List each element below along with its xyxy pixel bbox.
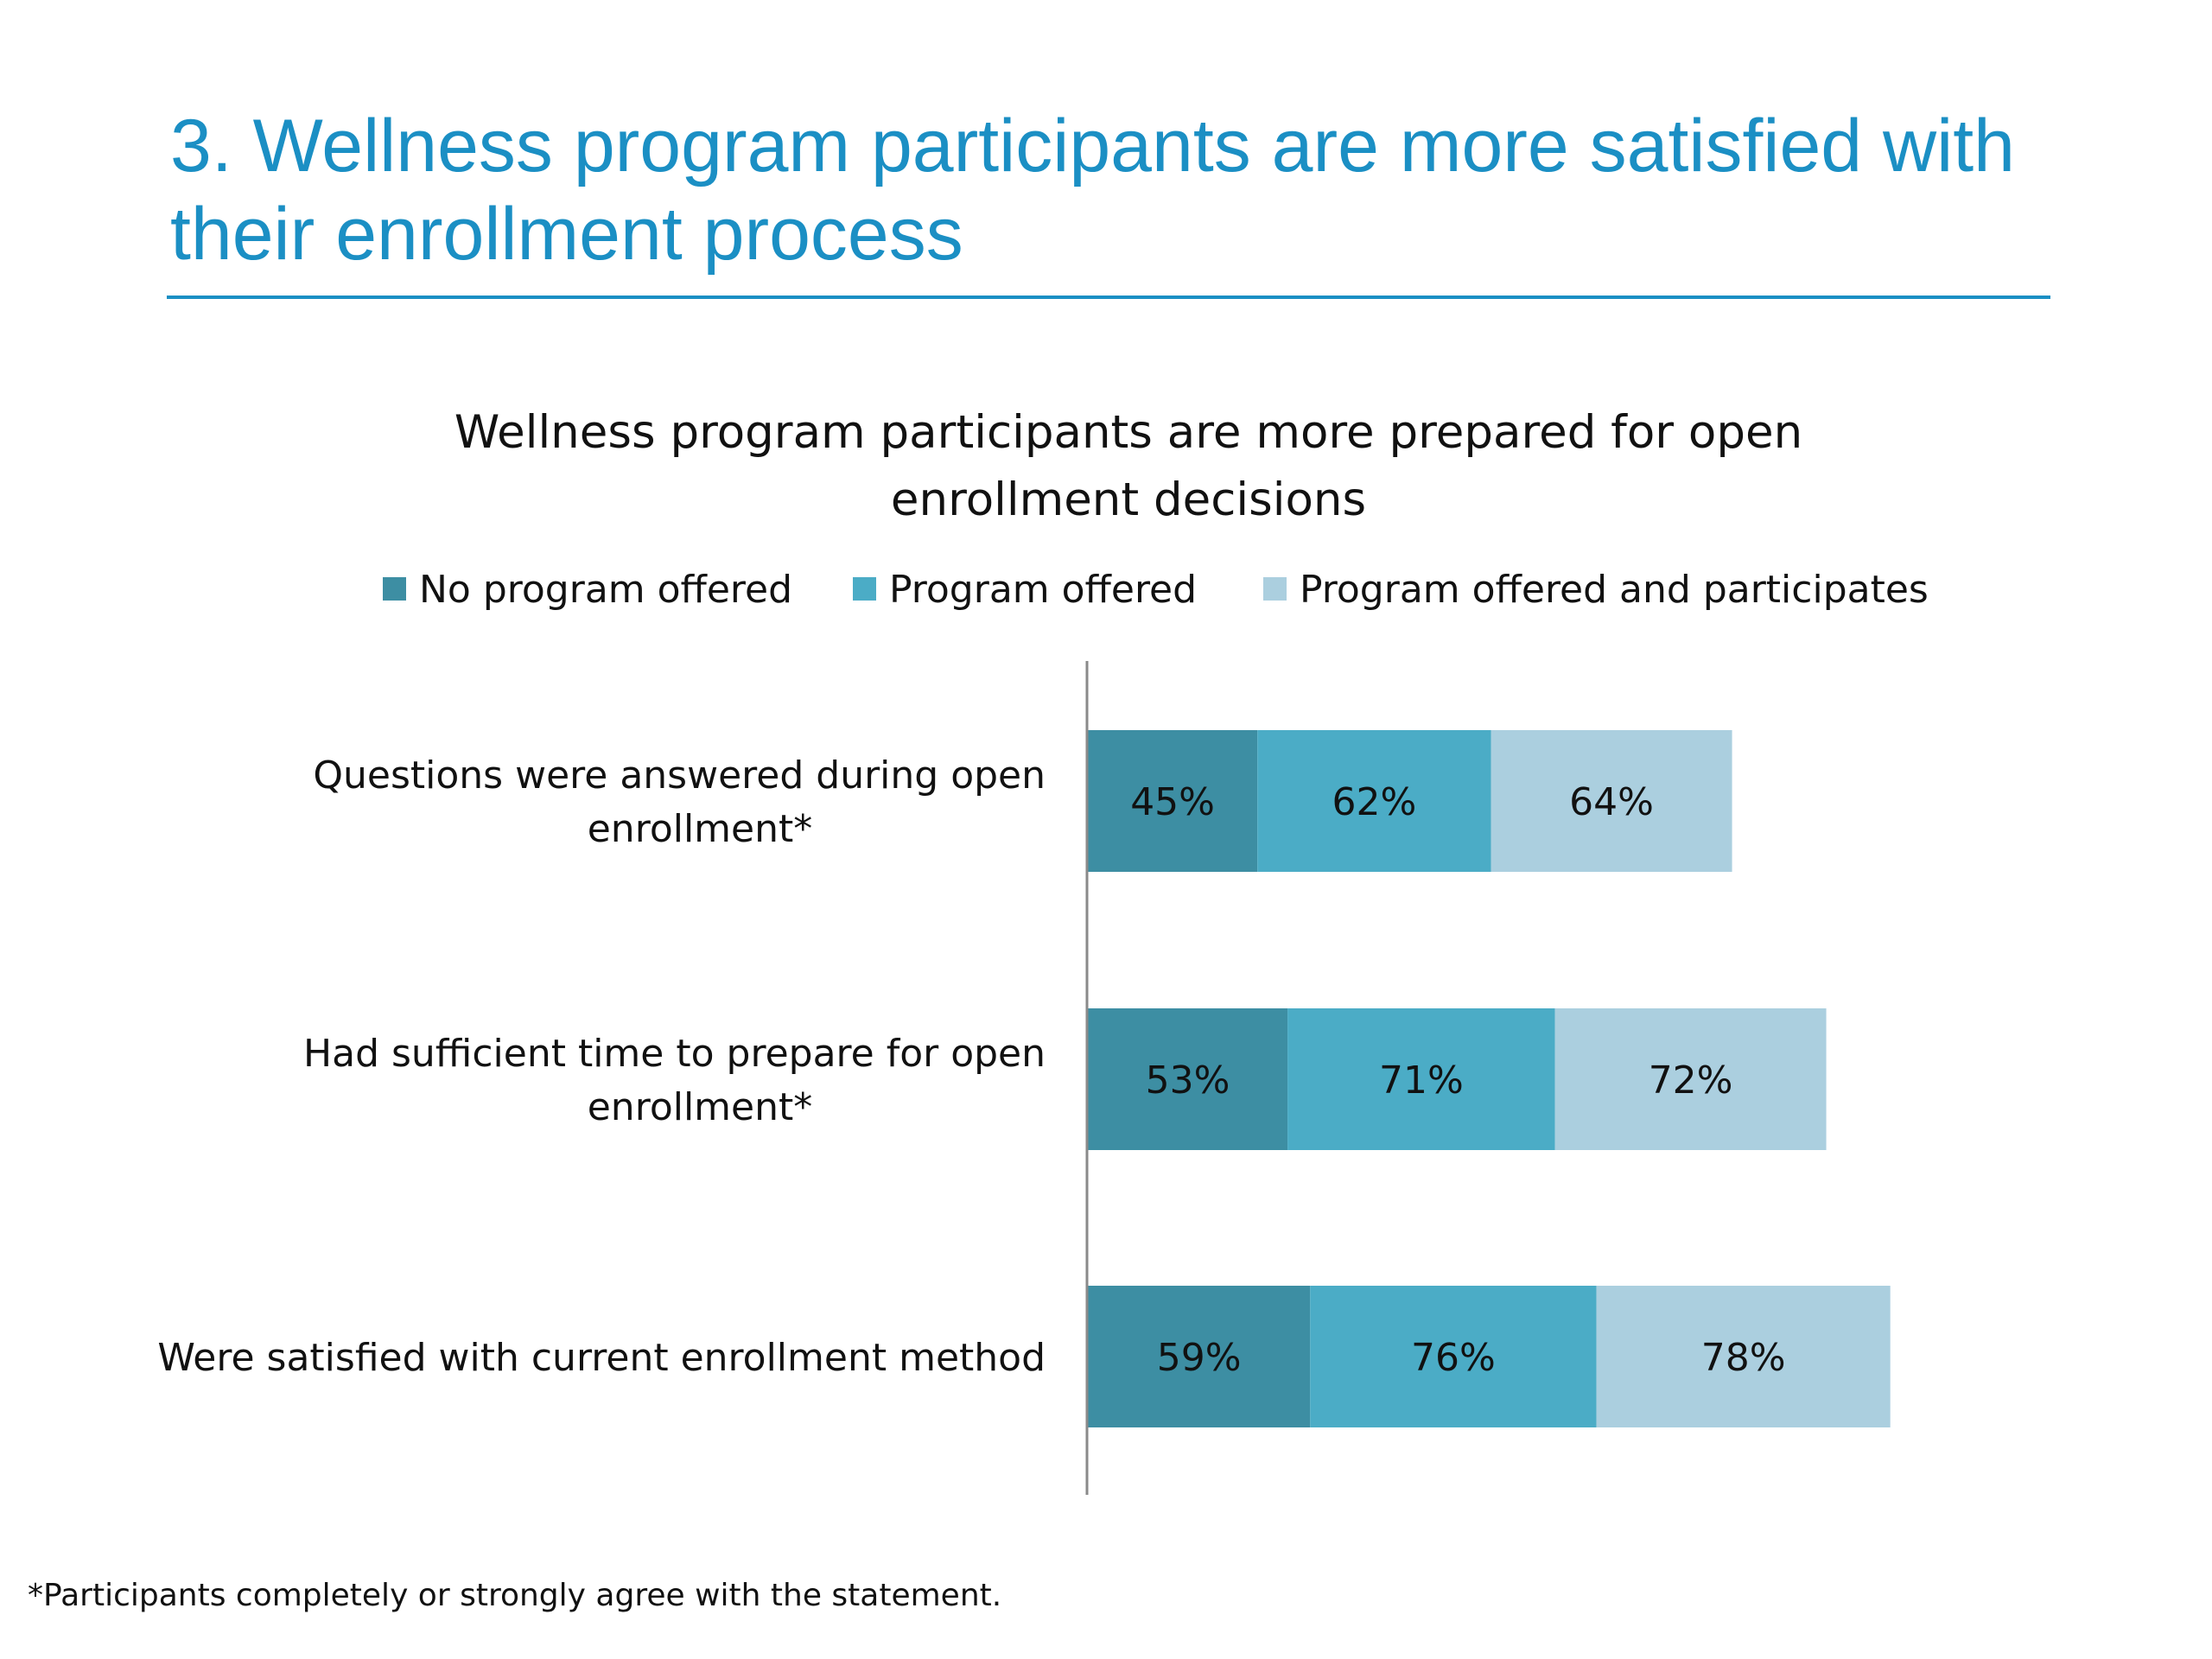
data-label-2-3: 72% <box>1649 1058 1733 1103</box>
legend-swatch-1 <box>383 577 406 601</box>
category-label-1-line-2: enrollment* <box>588 807 813 851</box>
bar-group: 45% 62% 64% 53% 71% 72% 59% 76% 78% <box>1088 730 1891 1427</box>
bar-segment-2-3 <box>1554 1008 1827 1150</box>
chart-title-line-1: Wellness program participants are more p… <box>454 406 1802 459</box>
footnote: *Participants completely or strongly agr… <box>28 1578 1002 1613</box>
legend-label-2: Program offered <box>889 568 1197 612</box>
bar-segment-1-1 <box>1088 730 1258 872</box>
chart-legend: No program offered Program offered Program… <box>383 568 1929 612</box>
bar-segment-2-1 <box>1088 1008 1288 1150</box>
legend-label-1: No program offered <box>419 568 792 612</box>
bar-segment-3-1 <box>1088 1286 1311 1427</box>
data-label-2-1: 53% <box>1146 1058 1230 1103</box>
category-labels: Questions were answered during open enrol… <box>157 753 1046 1380</box>
chart-title-line-2: enrollment decisions <box>891 474 1366 526</box>
category-label-2-line-2: enrollment* <box>588 1085 813 1129</box>
title-divider <box>167 296 2050 299</box>
data-label-1-1: 45% <box>1130 780 1215 824</box>
data-label-3-3: 78% <box>1701 1336 1786 1380</box>
bar-segment-1-2 <box>1257 730 1491 872</box>
data-label-2-2: 71% <box>1379 1058 1464 1103</box>
stacked-bar-chart: Wellness program participants are more p… <box>157 406 1929 1495</box>
category-label-3-line-1: Were satisfied with current enrollment m… <box>157 1336 1046 1380</box>
data-label-3-1: 59% <box>1157 1336 1242 1380</box>
data-label-1-3: 64% <box>1569 780 1654 824</box>
legend-label-3: Program offered and participates <box>1300 568 1929 612</box>
bar-segment-3-3 <box>1596 1286 1891 1427</box>
bar-segment-1-3 <box>1491 730 1732 872</box>
data-label-1-2: 62% <box>1332 780 1416 824</box>
category-label-2-line-1: Had sufficient time to prepare for open <box>303 1032 1046 1076</box>
bar-segment-3-2 <box>1310 1286 1597 1427</box>
bar-segment-2-2 <box>1287 1008 1555 1150</box>
category-label-1-line-1: Questions were answered during open <box>313 753 1046 798</box>
legend-swatch-3 <box>1263 577 1287 601</box>
slide-title: 3. Wellness program participants are mor… <box>170 105 2015 276</box>
legend-swatch-2 <box>853 577 876 601</box>
data-label-3-2: 76% <box>1411 1336 1496 1380</box>
